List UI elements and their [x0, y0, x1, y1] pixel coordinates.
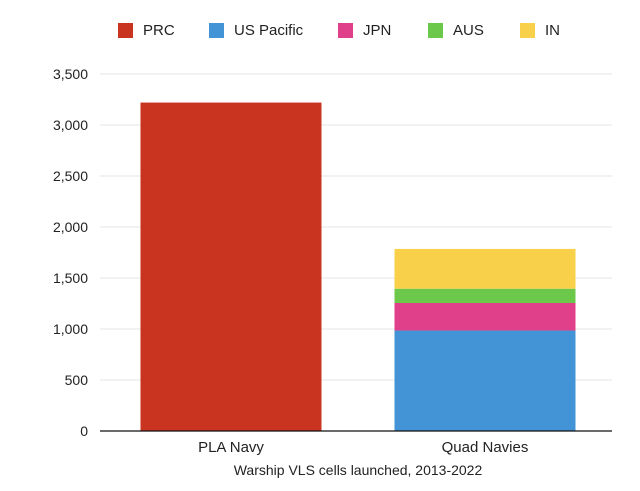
- x-category-label: Quad Navies: [442, 439, 529, 456]
- x-axis-category-labels: PLA Navy Quad Navies: [198, 439, 528, 456]
- legend-swatch-in: [520, 22, 535, 38]
- y-tick-label: 0: [80, 423, 88, 439]
- bar-segment-us-pacific-quad-navies: [394, 330, 576, 431]
- y-tick-label: 3,500: [53, 66, 88, 82]
- legend-item-us-pacific: US Pacific: [209, 18, 303, 42]
- legend-item-prc: PRC: [118, 18, 175, 42]
- bars: [140, 102, 576, 431]
- legend-swatch-aus: [428, 22, 443, 38]
- y-tick-label: 1,000: [53, 321, 88, 337]
- y-tick-label: 1,500: [53, 270, 88, 286]
- bar-segment-aus-quad-navies: [394, 288, 576, 303]
- legend-label-us-pacific: US Pacific: [234, 21, 304, 39]
- bar-segment-prc-pla-navy: [140, 102, 322, 431]
- y-tick-label: 3,000: [53, 117, 88, 133]
- legend-swatch-prc: [118, 22, 133, 38]
- legend-item-jpn: JPN: [338, 18, 391, 42]
- x-axis-title: Warship VLS cells launched, 2013-2022: [234, 462, 483, 478]
- legend-label-prc: PRC: [143, 21, 175, 39]
- y-tick-label: 500: [65, 372, 89, 388]
- legend-item-aus: AUS: [428, 18, 484, 42]
- legend-swatch-jpn: [338, 22, 353, 38]
- bar-segment-in-quad-navies: [394, 248, 576, 289]
- bar-segment-jpn-quad-navies: [394, 302, 576, 331]
- y-axis-ticks: 0 500 1,000 1,500 2,000 2,500 3,000 3,500: [53, 66, 88, 439]
- legend-label-in: IN: [545, 21, 560, 39]
- x-category-label: PLA Navy: [198, 439, 264, 456]
- y-tick-label: 2,500: [53, 168, 88, 184]
- legend-swatch-us-pacific: [209, 22, 224, 38]
- legend-label-jpn: JPN: [363, 21, 392, 39]
- chart-legend: PRC US Pacific JPN AUS IN: [0, 18, 640, 42]
- y-tick-label: 2,000: [53, 219, 88, 235]
- legend-item-in: IN: [520, 18, 560, 42]
- legend-label-aus: AUS: [453, 21, 484, 39]
